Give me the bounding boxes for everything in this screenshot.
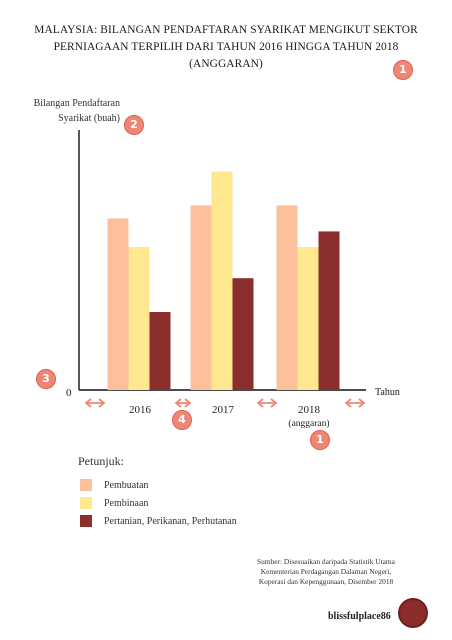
bar-2016-series-0 xyxy=(107,218,129,390)
legend-swatch xyxy=(80,497,92,509)
legend-item: Pertanian, Perikanan, Perhutanan xyxy=(80,514,237,528)
brand-logo-icon xyxy=(398,598,428,628)
source-note: Sumber: Disesuaikan daripada Statistik U… xyxy=(257,557,395,586)
bar-2017-series-1 xyxy=(211,171,233,390)
x-tick-label-2016: 2016 xyxy=(129,404,152,416)
bar-2017-series-0 xyxy=(190,205,212,390)
chart-title: MALAYSIA: BILANGAN PENDAFTARAN SYARIKAT … xyxy=(34,24,418,70)
bar-2016-series-1 xyxy=(128,247,150,390)
legend-label: Pembuatan xyxy=(104,479,149,491)
bar-2017-series-2 xyxy=(232,278,254,390)
legend-title: Petunjuk: xyxy=(78,454,125,468)
bar-2016-series-2 xyxy=(149,312,171,390)
legend-swatch xyxy=(80,479,92,491)
x-tick-label-2017: 2017 xyxy=(212,404,235,416)
badge-2-ylabel: 2 xyxy=(124,115,144,135)
x-axis-label: Tahun xyxy=(375,387,400,398)
badge-1-anggaran: 1 xyxy=(310,430,330,450)
legend-label: Pertanian, Perikanan, Perhutanan xyxy=(104,515,237,527)
bar-2018-series-2 xyxy=(318,231,340,390)
range-arrow-left-head-2 xyxy=(256,398,264,408)
range-arrow-left-head-1 xyxy=(174,398,182,408)
y-axis-label: Bilangan Pendaftaran Syarikat (buah) xyxy=(33,98,120,124)
legend-item: Pembinaan xyxy=(80,496,148,510)
origin-label: 0 xyxy=(66,387,72,399)
range-arrow-left-head-0 xyxy=(84,398,92,408)
legend-swatch xyxy=(80,515,92,527)
brand-name: blissfulplace86 xyxy=(328,611,391,622)
badge-4-xaxis: 4 xyxy=(172,410,192,430)
legend-item: Pembuatan xyxy=(80,478,148,492)
range-arrow-left-head-3 xyxy=(344,398,352,408)
legend-label: Pembinaan xyxy=(104,497,149,509)
range-arrow-right-head-1 xyxy=(184,398,192,408)
range-arrow-right-head-2 xyxy=(270,398,278,408)
bar-2018-series-1 xyxy=(297,247,319,390)
x-tick-label-2018: 2018 xyxy=(298,404,321,416)
badge-3-origin: 3 xyxy=(36,369,56,389)
bar-2018-series-0 xyxy=(276,205,298,390)
x-tick-sublabel-2018: (anggaran) xyxy=(288,418,329,429)
range-arrow-right-head-0 xyxy=(98,398,106,408)
range-arrow-right-head-3 xyxy=(358,398,366,408)
badge-1-title: 1 xyxy=(393,60,413,80)
